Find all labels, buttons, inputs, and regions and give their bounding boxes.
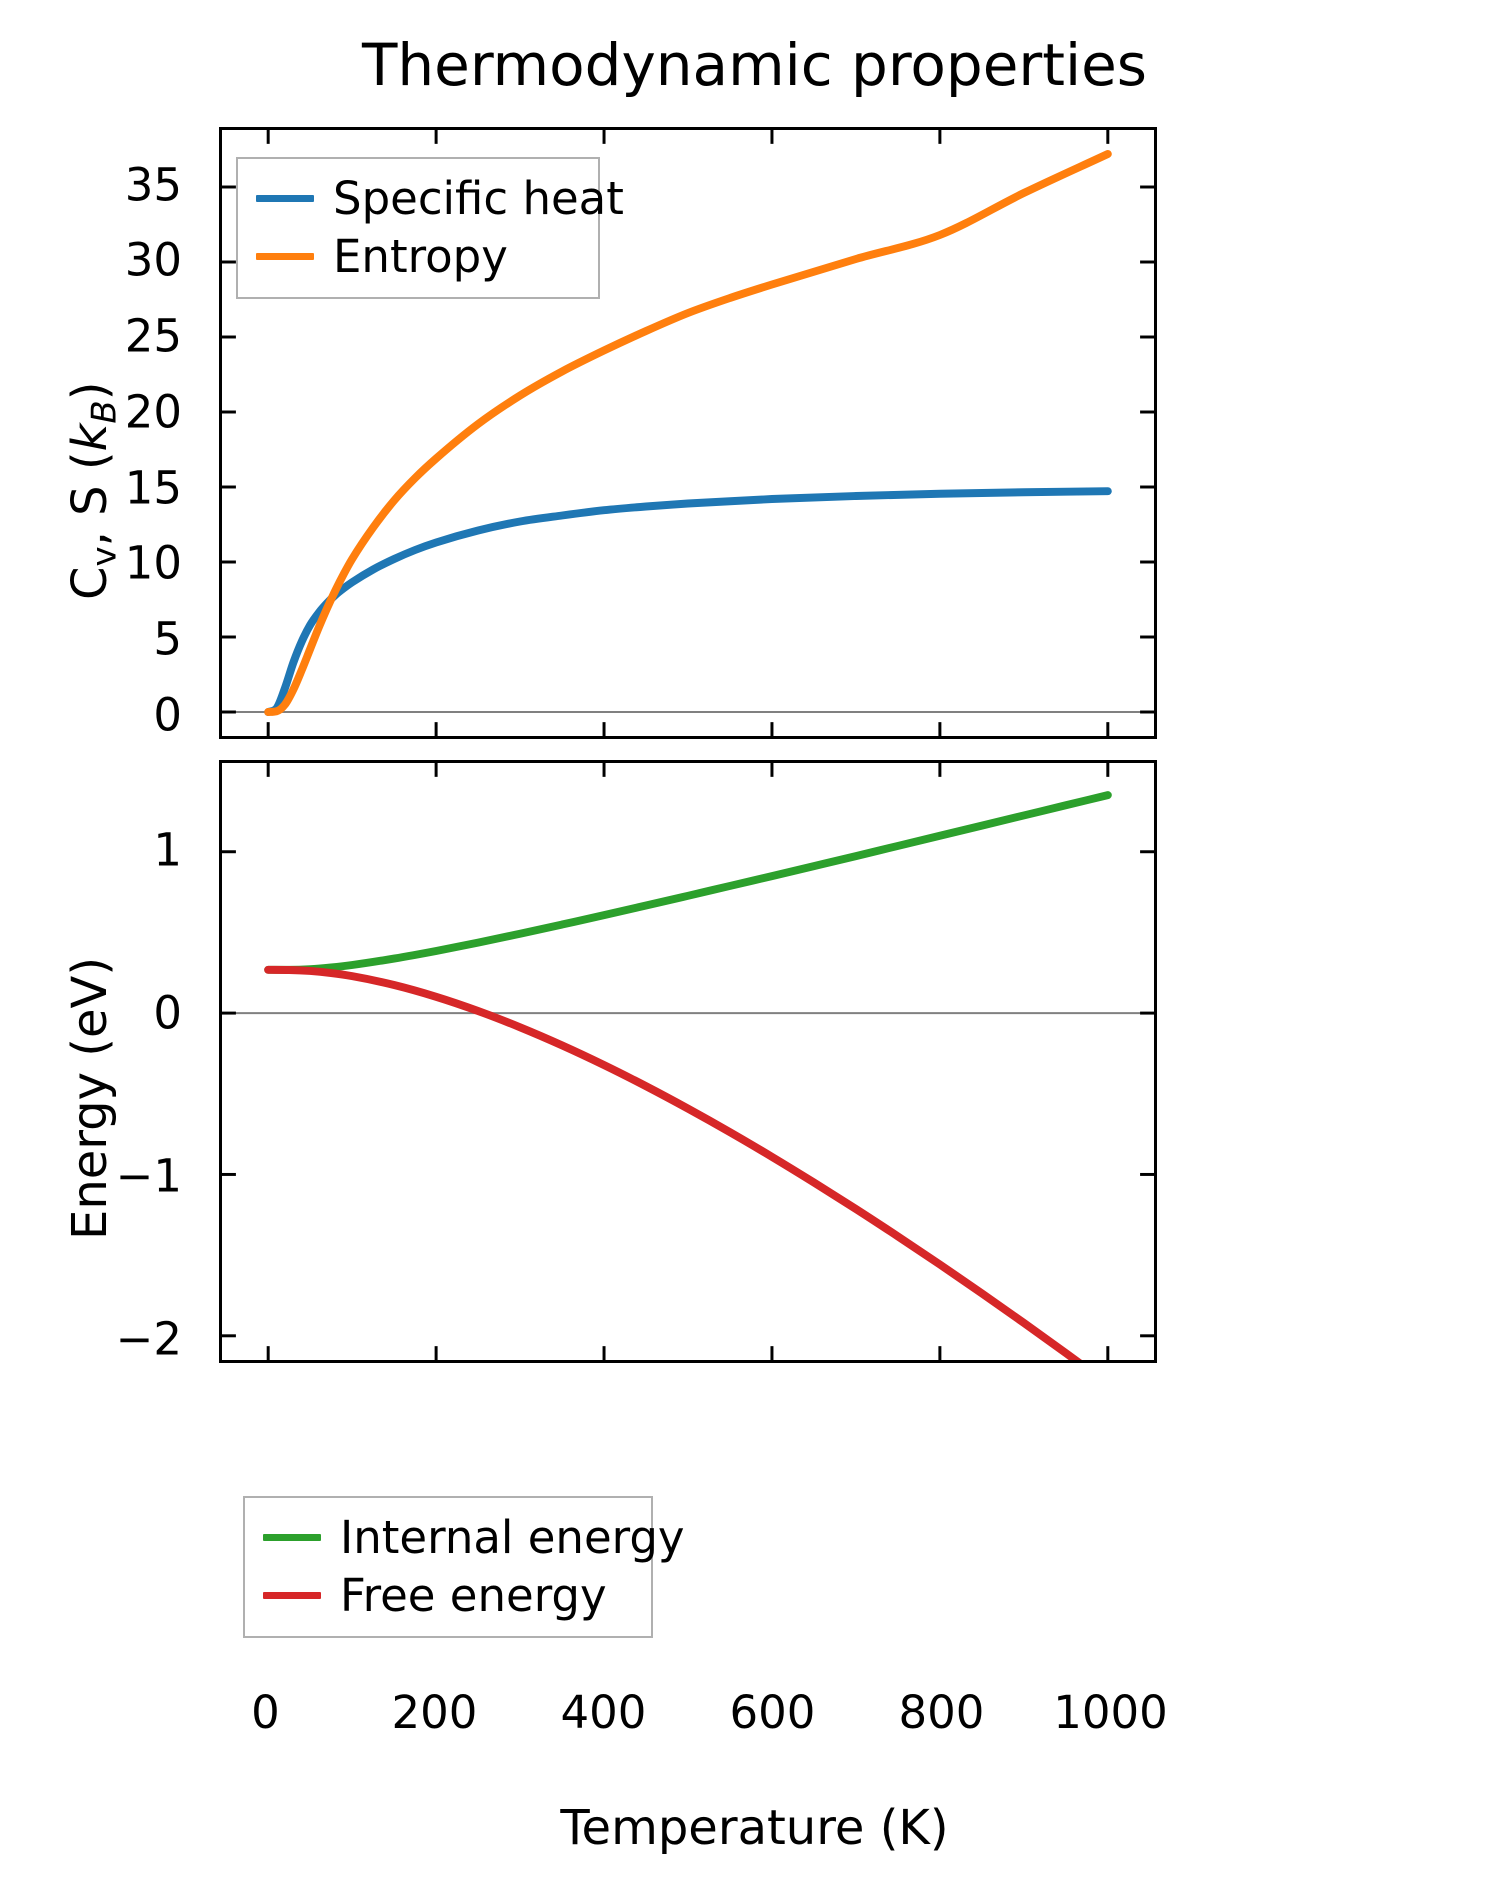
legend-item-entropy[interactable]: Entropy (252, 227, 580, 285)
figure-canvas: Thermodynamic properties 05101520253035 … (0, 0, 1509, 1901)
legend-label-specific-heat: Specific heat (333, 176, 624, 221)
bottom-panel-ylabel: Energy (eV) (62, 957, 118, 1240)
legend-swatch-entropy (256, 253, 314, 260)
ylabel-kb-k: k (62, 424, 118, 452)
legend-swatch-specific-heat (256, 195, 314, 202)
axes-bottom-panel (219, 760, 1157, 1363)
ylabel-cv-c: C (62, 566, 118, 600)
ylabel-kb-sub: B (85, 400, 125, 423)
x-tick-label: 400 (561, 1690, 647, 1735)
series-line-free-energy (268, 970, 1108, 1360)
legend-item-specific-heat[interactable]: Specific heat (252, 169, 580, 227)
bottom-panel-plot-area (222, 763, 1154, 1360)
series-line-specific-heat (268, 491, 1108, 712)
legend-item-internal-energy[interactable]: Internal energy (259, 1508, 633, 1566)
bottom-panel-legend: Internal energy Free energy (243, 1496, 653, 1638)
legend-swatch-free-energy (263, 1592, 321, 1599)
ylabel-close-paren: ) (62, 382, 118, 401)
legend-label-entropy: Entropy (333, 234, 508, 279)
legend-label-internal-energy: Internal energy (340, 1515, 685, 1560)
x-tick-label: 1000 (1053, 1690, 1168, 1735)
y-tick-label-text: 1 (153, 827, 182, 872)
ylabel-mid: , S ( (62, 451, 118, 546)
y-tick-label-text: 35 (125, 162, 182, 207)
x-tick-label: 800 (899, 1690, 985, 1735)
x-tick-label: 200 (392, 1690, 478, 1735)
xaxis-label: Temperature (K) (0, 1800, 1509, 1856)
top-panel-legend: Specific heat Entropy (236, 157, 600, 299)
figure-title: Thermodynamic properties (0, 34, 1509, 98)
x-tick-label: 0 (251, 1690, 280, 1735)
ylabel-cv-sub: v (85, 546, 125, 566)
series-line-internal-energy (268, 795, 1108, 970)
legend-swatch-internal-energy (263, 1534, 321, 1541)
legend-label-free-energy: Free energy (340, 1573, 607, 1618)
x-tick-label: 600 (730, 1690, 816, 1735)
top-panel-ylabel: Cv, S (kB) (62, 382, 125, 600)
legend-item-free-energy[interactable]: Free energy (259, 1566, 633, 1624)
